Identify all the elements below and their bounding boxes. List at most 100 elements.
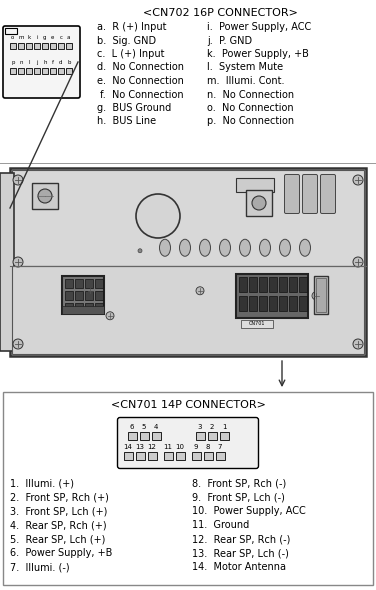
Bar [32, 183, 58, 209]
Bar [259, 277, 267, 292]
Bar [299, 296, 307, 311]
Text: 7: 7 [218, 444, 222, 450]
Text: c: c [59, 35, 62, 40]
Text: 12.  Rear SP, Rch (-): 12. Rear SP, Rch (-) [192, 534, 290, 544]
Ellipse shape [240, 240, 250, 256]
Bar [26, 43, 32, 48]
Text: 3: 3 [198, 424, 202, 430]
Bar [136, 452, 145, 460]
Bar [34, 43, 39, 48]
Text: <CN701 14P CONNECTOR>: <CN701 14P CONNECTOR> [111, 400, 265, 410]
Text: 6: 6 [130, 424, 134, 430]
Bar [259, 296, 267, 311]
Bar [239, 277, 247, 292]
Text: 13.  Rear SP, Lch (-): 13. Rear SP, Lch (-) [192, 548, 289, 558]
Circle shape [138, 249, 142, 253]
Text: j.  P. GND: j. P. GND [207, 35, 252, 45]
Text: n.  No Connection: n. No Connection [207, 90, 294, 100]
Bar [65, 291, 73, 300]
Bar [0, 173, 14, 351]
Bar [62, 276, 104, 314]
Text: 14.  Motor Antenna: 14. Motor Antenna [192, 562, 286, 572]
Text: h: h [43, 60, 47, 65]
Bar [220, 432, 229, 440]
Text: l: l [28, 60, 30, 65]
Bar [50, 68, 56, 74]
Ellipse shape [220, 240, 230, 256]
Text: 14: 14 [124, 444, 132, 450]
Circle shape [86, 287, 94, 295]
Text: b: b [67, 60, 71, 65]
Bar [50, 43, 56, 48]
Bar [314, 276, 328, 314]
Bar [75, 303, 83, 312]
Bar [10, 68, 15, 74]
Ellipse shape [279, 240, 291, 256]
Text: d: d [59, 60, 62, 65]
Bar [65, 278, 73, 288]
FancyBboxPatch shape [3, 26, 80, 98]
FancyBboxPatch shape [285, 175, 300, 214]
Text: 5: 5 [142, 424, 146, 430]
Bar [66, 68, 71, 74]
Bar [66, 43, 71, 48]
Bar [236, 274, 308, 318]
Bar [85, 291, 93, 300]
Bar [34, 68, 39, 74]
Bar [279, 277, 287, 292]
Text: 8: 8 [206, 444, 210, 450]
Circle shape [136, 194, 180, 238]
Text: e.  No Connection: e. No Connection [97, 76, 184, 86]
Bar [148, 452, 157, 460]
Circle shape [13, 339, 23, 349]
Bar [58, 43, 64, 48]
Text: 7.  Illumi. (-): 7. Illumi. (-) [10, 562, 70, 572]
Text: e: e [51, 35, 55, 40]
Text: a: a [67, 35, 71, 40]
Text: i.  Power Supply, ACC: i. Power Supply, ACC [207, 22, 311, 32]
Bar [236, 178, 274, 192]
Text: m: m [18, 35, 24, 40]
Text: d.  No Connection: d. No Connection [97, 63, 184, 73]
Text: CN701: CN701 [249, 321, 265, 326]
Bar [75, 291, 83, 300]
FancyBboxPatch shape [117, 418, 259, 468]
Bar [26, 68, 32, 74]
Text: c.  L (+) Input: c. L (+) Input [97, 49, 165, 59]
Text: b.  Sig. GND: b. Sig. GND [97, 35, 156, 45]
Bar [269, 277, 277, 292]
Text: i: i [36, 35, 38, 40]
Ellipse shape [179, 240, 191, 256]
Text: 13: 13 [135, 444, 144, 450]
Bar [216, 452, 225, 460]
Text: k.  Power Supply, +B: k. Power Supply, +B [207, 49, 309, 59]
Bar [58, 68, 64, 74]
Text: o: o [11, 35, 15, 40]
Text: f: f [52, 60, 54, 65]
Bar [85, 278, 93, 288]
Text: 9.  Front SP, Lch (-): 9. Front SP, Lch (-) [192, 492, 285, 502]
Text: 4.  Rear SP, Rch (+): 4. Rear SP, Rch (+) [10, 520, 107, 530]
Bar [299, 277, 307, 292]
Text: 4: 4 [154, 424, 158, 430]
Text: p.  No Connection: p. No Connection [207, 116, 294, 126]
Bar [249, 277, 257, 292]
Bar [289, 296, 297, 311]
Text: j: j [36, 60, 38, 65]
Ellipse shape [259, 240, 270, 256]
Bar [42, 68, 47, 74]
Text: h.  BUS Line: h. BUS Line [97, 116, 156, 126]
Text: 11: 11 [164, 444, 173, 450]
Text: f.  No Connection: f. No Connection [97, 90, 183, 100]
Text: g.  BUS Ground: g. BUS Ground [97, 103, 171, 113]
Bar [316, 278, 326, 312]
Bar [279, 296, 287, 311]
Bar [95, 278, 103, 288]
Circle shape [38, 189, 52, 203]
Text: 12: 12 [147, 444, 156, 450]
Text: 2: 2 [210, 424, 214, 430]
Bar [75, 278, 83, 288]
Bar [176, 452, 185, 460]
Bar [124, 452, 133, 460]
Circle shape [312, 292, 320, 300]
